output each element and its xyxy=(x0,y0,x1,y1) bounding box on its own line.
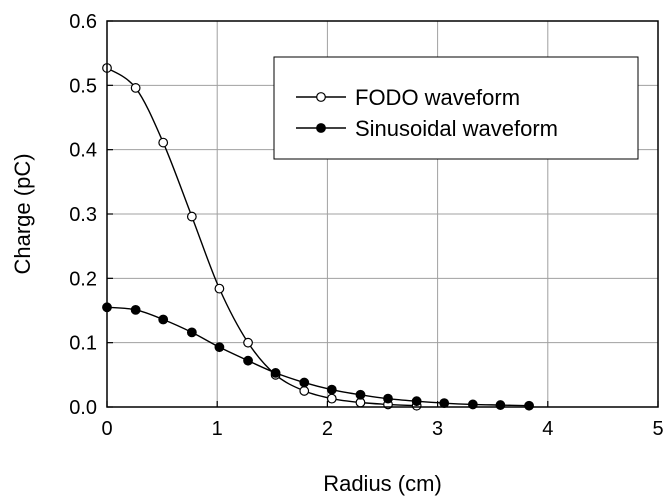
data-point-sinusoidal-waveform xyxy=(299,377,310,388)
data-point-sinusoidal-waveform xyxy=(158,314,169,325)
data-point-sinusoidal-waveform xyxy=(439,398,450,409)
data-point-sinusoidal-waveform xyxy=(130,304,141,315)
data-point-sinusoidal-waveform xyxy=(214,342,225,353)
legend-marker-sinusoidal-waveform xyxy=(316,123,326,133)
data-point-fodo-waveform xyxy=(299,386,310,396)
data-point-fodo-waveform xyxy=(326,393,337,404)
data-point-sinusoidal-waveform xyxy=(524,400,534,411)
data-point-sinusoidal-waveform xyxy=(495,400,506,410)
data-point-sinusoidal-waveform xyxy=(355,389,366,400)
legend-label-fodo-waveform: FODO waveform xyxy=(355,85,520,110)
x-tick-label: 1 xyxy=(212,418,223,440)
data-point-sinusoidal-waveform xyxy=(383,393,393,404)
series-line-sinusoidal-waveform xyxy=(106,306,530,407)
y-axis-title: Charge (pC) xyxy=(10,153,35,274)
legend-label-sinusoidal-waveform: Sinusoidal waveform xyxy=(355,116,558,141)
data-point-sinusoidal-waveform xyxy=(270,368,281,378)
data-point-fodo-waveform xyxy=(130,83,141,93)
x-tick-label: 5 xyxy=(652,418,663,440)
legend: FODO waveform Sinusoidal waveform xyxy=(273,56,639,160)
x-axis-title: Radius (cm) xyxy=(323,471,442,496)
data-point-sinusoidal-waveform xyxy=(186,327,197,338)
x-tick-label: 0 xyxy=(101,418,112,440)
y-tick-label: 0.0 xyxy=(69,397,97,419)
data-point-sinusoidal-waveform xyxy=(243,355,253,366)
y-tick-label: 0.6 xyxy=(69,11,97,33)
axis-ticks: 0 1 2 3 4 5 0.0 0.1 0.2 0.3 0.4 0.5 0.6 xyxy=(69,11,663,440)
x-tick-label: 2 xyxy=(322,418,333,440)
legend-marker-fodo-waveform xyxy=(316,92,326,102)
y-tick-label: 0.1 xyxy=(69,333,97,355)
data-point-sinusoidal-waveform xyxy=(411,396,422,407)
x-tick-label: 4 xyxy=(542,418,553,440)
x-tick-label: 3 xyxy=(432,418,443,440)
data-point-fodo-waveform xyxy=(243,337,253,348)
data-point-sinusoidal-waveform xyxy=(326,384,337,395)
y-tick-label: 0.3 xyxy=(69,204,97,226)
data-point-fodo-waveform xyxy=(186,211,197,222)
y-tick-label: 0.4 xyxy=(69,140,97,162)
y-tick-label: 0.5 xyxy=(69,75,97,97)
legend-entries: FODO waveform Sinusoidal waveform xyxy=(296,85,558,141)
y-tick-label: 0.2 xyxy=(69,268,97,290)
data-point-fodo-waveform xyxy=(214,283,225,294)
legend-box xyxy=(273,56,639,160)
data-point-fodo-waveform xyxy=(158,137,169,148)
